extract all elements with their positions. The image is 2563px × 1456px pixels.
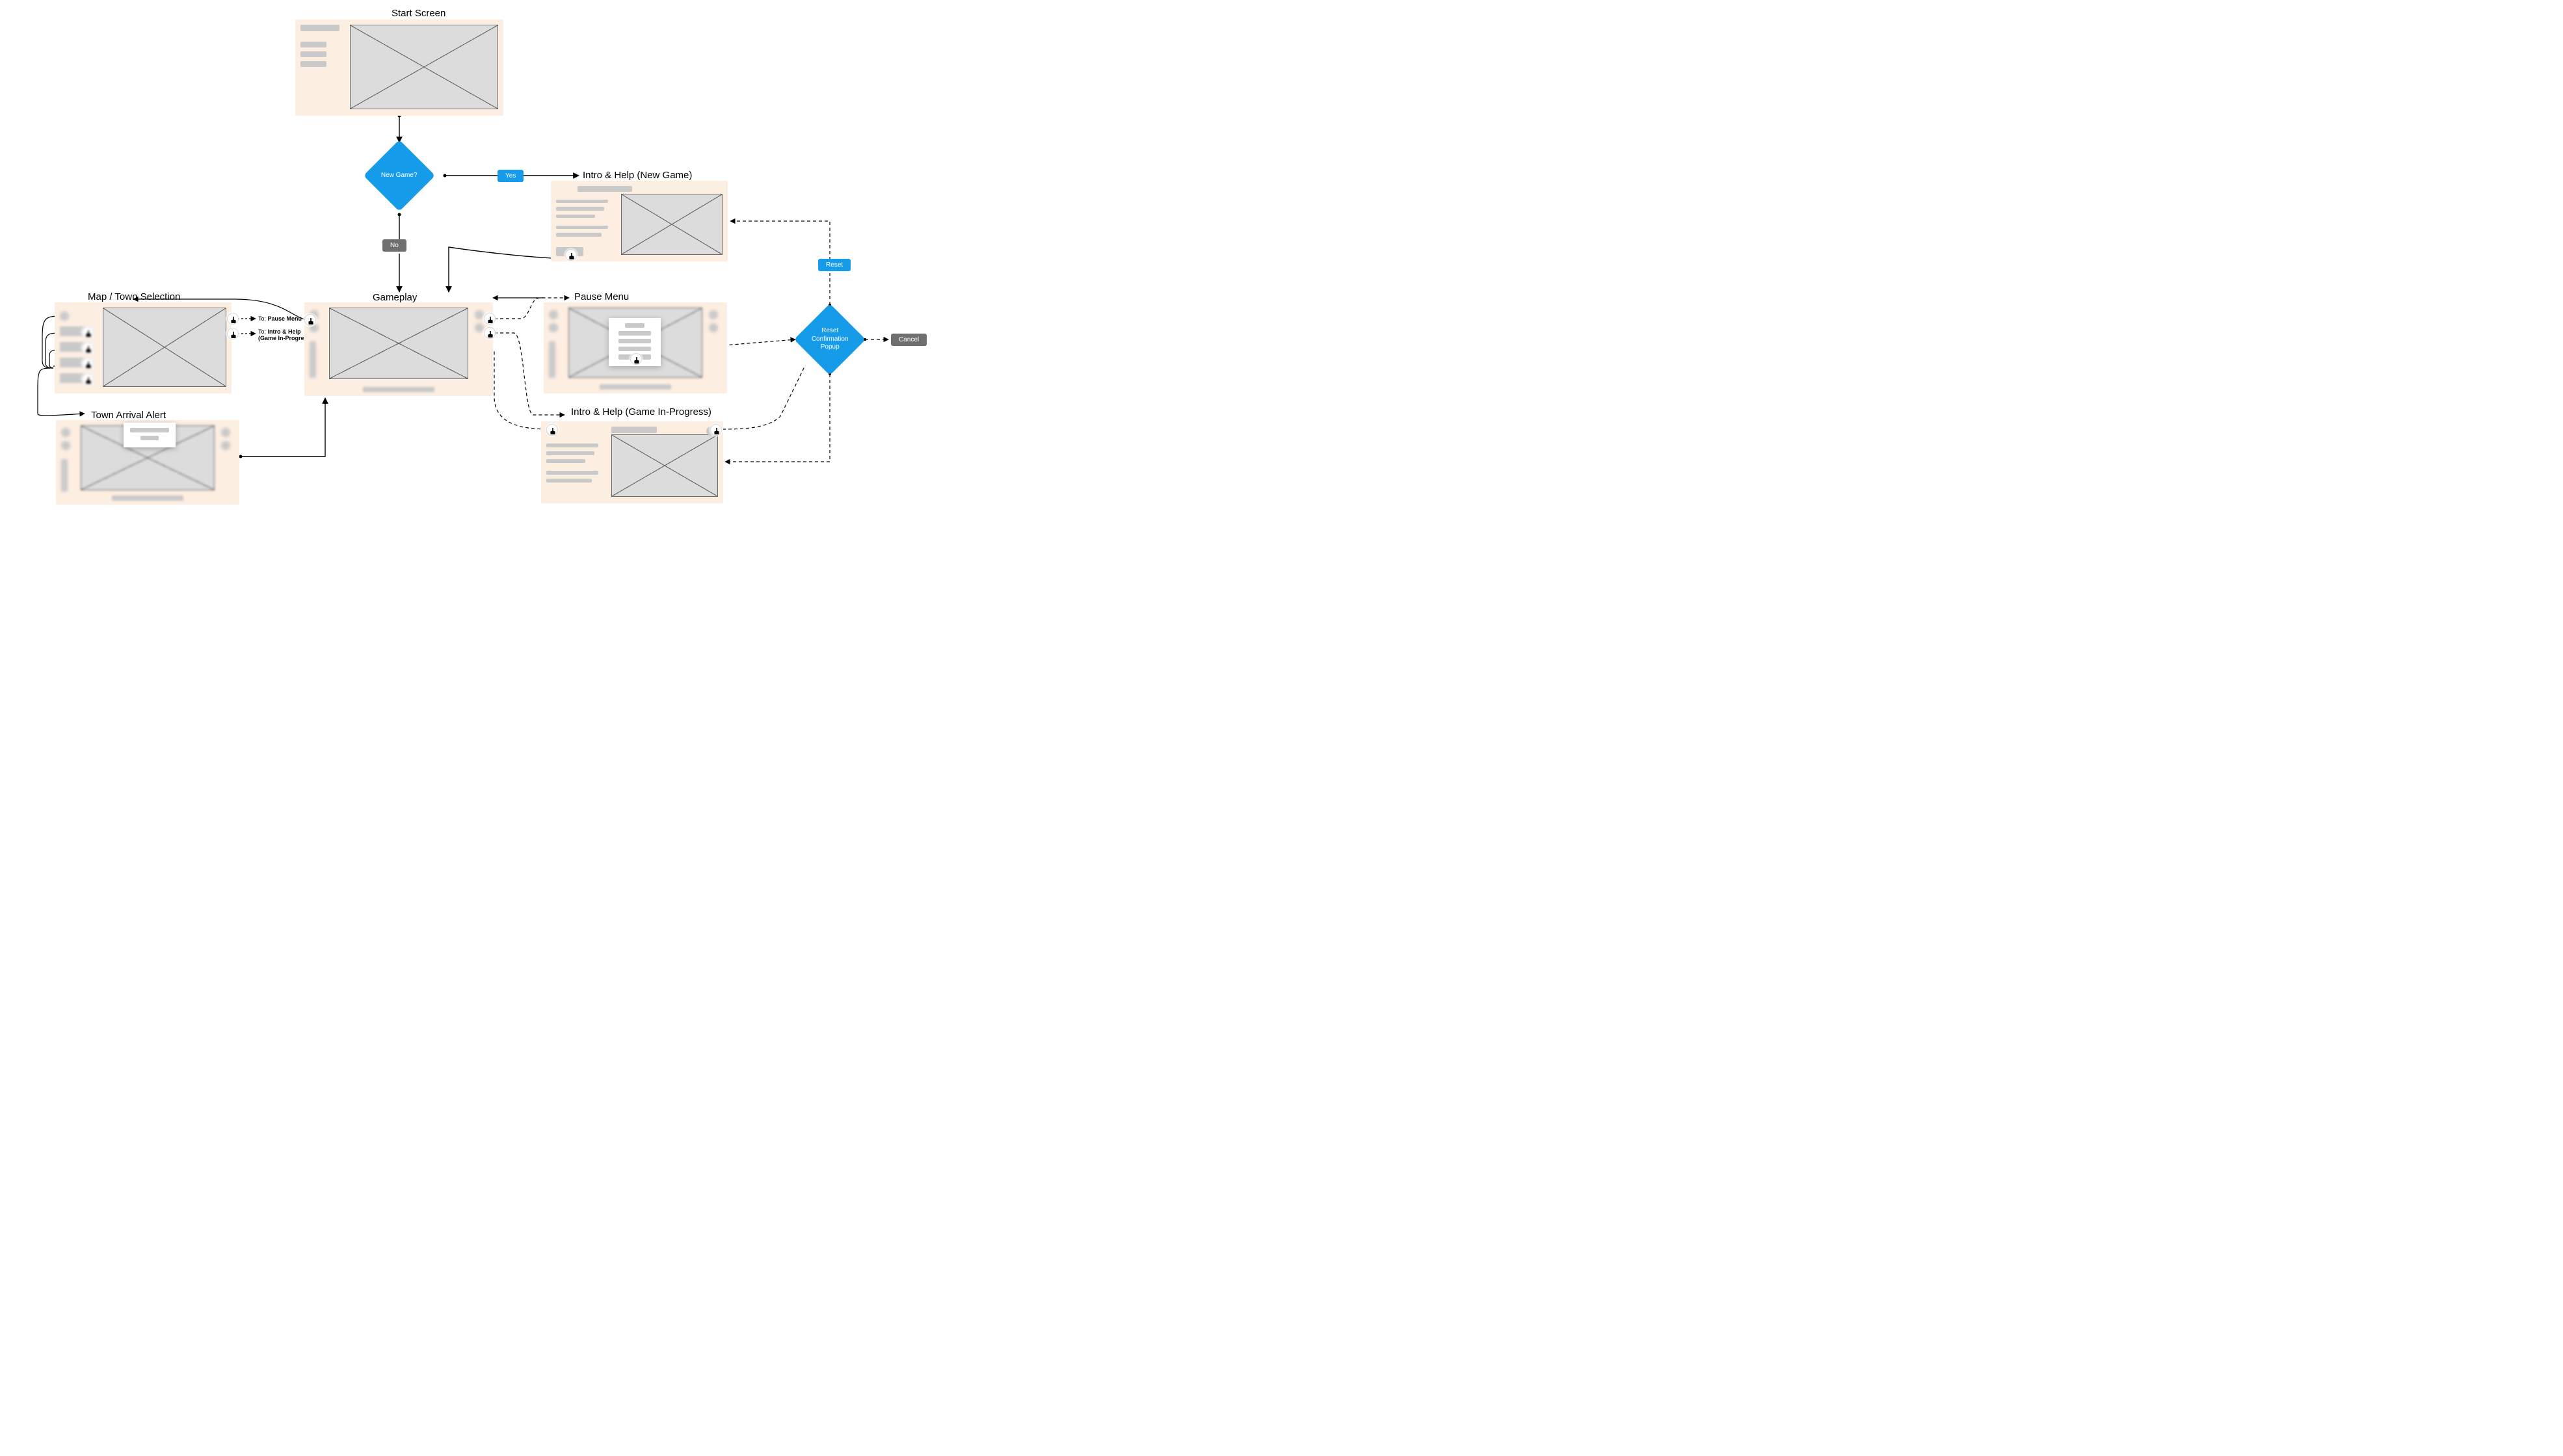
card-gameplay — [304, 302, 493, 396]
title-town: Town Arrival Alert — [91, 410, 166, 421]
card-start — [295, 20, 503, 116]
title-intro-new: Intro & Help (New Game) — [583, 170, 692, 181]
pause-popup — [609, 318, 661, 366]
touch-icon — [565, 249, 577, 261]
card-map — [55, 302, 232, 393]
card-town — [56, 420, 239, 505]
title-intro-prog: Intro & Help (Game In-Progress) — [571, 406, 711, 417]
card-intro-new — [551, 181, 728, 261]
touch-icon — [484, 313, 496, 324]
title-gameplay: Gameplay — [373, 292, 417, 303]
decision-new-game: New Game? — [364, 140, 435, 211]
touch-icon — [630, 353, 642, 365]
pill-yes: Yes — [498, 170, 524, 182]
touch-icon — [82, 342, 94, 354]
touch-icon — [82, 326, 94, 338]
decision-reset: Reset Confirmation Popup — [794, 304, 866, 375]
touch-icon — [304, 314, 316, 326]
touch-icon — [227, 328, 239, 339]
pill-reset: Reset — [818, 259, 851, 271]
card-intro-prog — [541, 421, 723, 503]
touch-icon — [82, 358, 94, 369]
title-map: Map / Town Selection — [88, 291, 180, 302]
pill-no: No — [382, 239, 406, 252]
card-pause — [544, 302, 727, 393]
town-popup — [124, 423, 176, 447]
pill-cancel: Cancel — [891, 334, 927, 346]
touch-icon — [227, 313, 239, 324]
touch-icon — [484, 327, 496, 339]
touch-icon — [546, 424, 558, 436]
title-start: Start Screen — [392, 8, 445, 19]
flowchart-canvas: Start Screen New Game? Yes No Intro & He… — [0, 0, 961, 546]
touch-icon — [710, 424, 722, 436]
note-to-pause: To: Pause Menu — [258, 315, 302, 322]
title-pause: Pause Menu — [574, 291, 629, 302]
touch-icon — [82, 373, 94, 385]
